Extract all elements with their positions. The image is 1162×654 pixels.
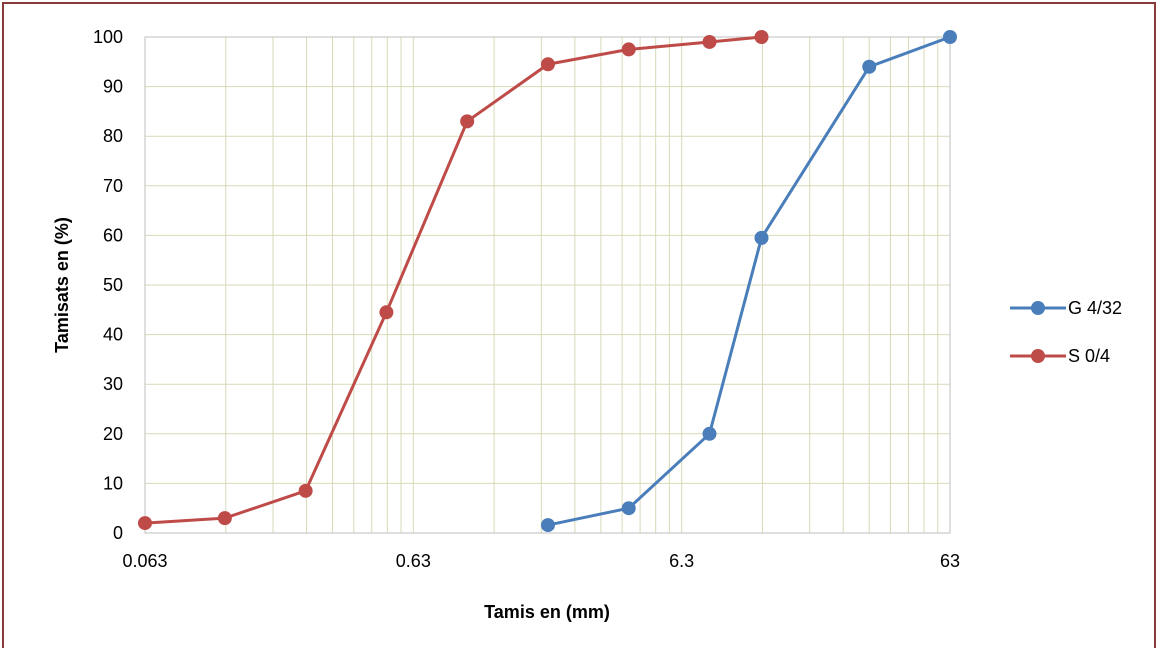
data-point (540, 518, 555, 533)
plot-area (144, 36, 951, 534)
x-ticks: 0.063 0.63 6.3 63 (122, 551, 960, 571)
y-tick-label: 50 (103, 275, 123, 295)
series-lines (138, 30, 957, 533)
y-tick-label: 30 (103, 374, 123, 394)
data-point (540, 57, 555, 72)
legend-label: G 4/32 (1068, 298, 1122, 318)
data-point (943, 30, 957, 44)
y-tick-label: 100 (93, 27, 123, 47)
legend-label: S 0/4 (1068, 346, 1110, 366)
data-point (298, 483, 313, 498)
y-tick-label: 10 (103, 473, 123, 493)
data-point (754, 30, 769, 44)
legend-marker (1031, 301, 1045, 315)
data-point (138, 516, 152, 531)
y-tick-label: 90 (103, 77, 123, 97)
y-tick-label: 0 (113, 523, 123, 543)
legend-marker (1031, 349, 1045, 363)
y-tick-label: 20 (103, 424, 123, 444)
series-line-0 (547, 35, 951, 527)
x-tick-label: 0.63 (396, 551, 431, 571)
y-axis-title: Tamisats en (%) (52, 217, 72, 353)
y-tick-label: 40 (103, 325, 123, 345)
data-point (702, 426, 717, 441)
data-point (621, 42, 636, 57)
data-point (754, 230, 769, 245)
x-tick-label: 63 (940, 551, 960, 571)
data-point (217, 511, 232, 526)
y-tick-label: 60 (103, 225, 123, 245)
y-tick-label: 70 (103, 176, 123, 196)
x-tick-label: 0.063 (122, 551, 167, 571)
y-tick-label: 80 (103, 126, 123, 146)
grid (144, 36, 950, 534)
data-point (621, 501, 636, 516)
legend: G 4/32 S 0/4 (1010, 298, 1122, 366)
x-axis-title: Tamis en (mm) (484, 602, 610, 622)
data-point (862, 59, 877, 74)
y-ticks: 0 10 20 30 40 50 60 70 80 90 100 (93, 27, 123, 543)
data-point (379, 305, 394, 320)
data-point (702, 34, 717, 49)
data-point (460, 114, 475, 129)
x-tick-label: 6.3 (669, 551, 694, 571)
